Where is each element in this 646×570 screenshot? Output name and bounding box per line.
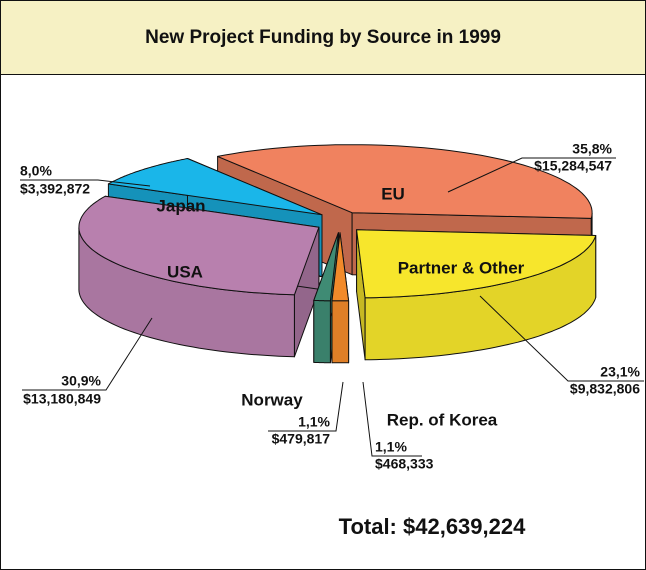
labels: EU 35,8%$15,284,547 Partner & Other 23,1%$9… <box>20 141 644 472</box>
slice-name: Partner & Other <box>398 258 525 277</box>
slice <box>313 232 339 302</box>
slice-name: Rep. of Korea <box>387 410 498 429</box>
value-label: 35,8% <box>572 141 612 157</box>
leader-line <box>447 157 616 193</box>
slice-name: EU <box>381 184 405 203</box>
amount-label: $468,333 <box>375 456 434 472</box>
leader-line <box>20 179 151 187</box>
slice <box>78 195 320 296</box>
value-label: 30,9% <box>61 373 101 389</box>
amount-label: $15,284,547 <box>534 158 612 174</box>
slice-wall <box>313 299 331 364</box>
chart-title: New Project Funding by Source in 1999 <box>145 27 501 48</box>
slice <box>217 144 593 219</box>
value-label: 1,1% <box>375 439 407 455</box>
amount-label: $9,832,806 <box>570 381 640 397</box>
value-label: 23,1% <box>600 364 640 380</box>
slice <box>107 158 323 216</box>
amount-label: $3,392,872 <box>20 181 90 197</box>
slice <box>356 229 597 299</box>
slice <box>331 232 350 302</box>
slice-name: Norway <box>241 390 303 409</box>
leader-line <box>362 381 422 457</box>
slice-name: Japan <box>156 196 205 215</box>
value-label: 8,0% <box>20 163 52 179</box>
title-bar <box>0 0 646 75</box>
amount-label: $13,180,849 <box>23 391 101 407</box>
amount-label: $479,817 <box>272 431 331 447</box>
leader-line <box>479 295 644 382</box>
total-label: Total: $42,639,224 <box>339 514 526 539</box>
value-label: 1,1% <box>298 414 330 430</box>
slice-wall <box>331 300 350 364</box>
pie <box>78 144 597 364</box>
leader-line <box>22 317 153 391</box>
leader-line <box>268 381 344 432</box>
slice-name: USA <box>167 262 203 281</box>
